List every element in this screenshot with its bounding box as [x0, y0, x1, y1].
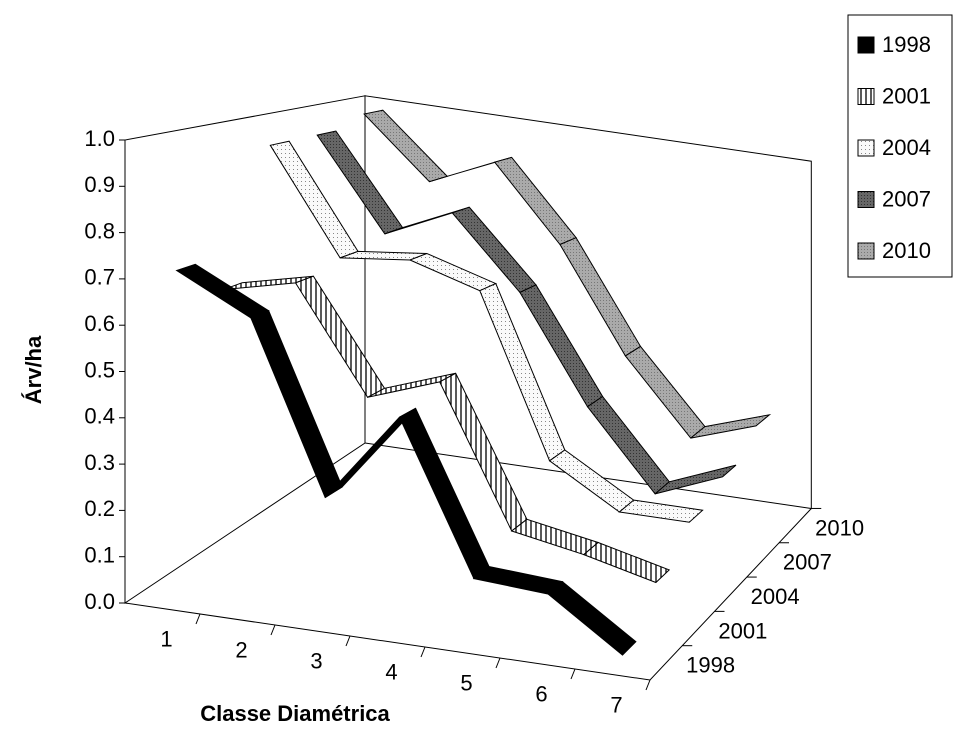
legend-swatch — [857, 191, 875, 208]
z-tick-label: 2001 — [718, 618, 767, 643]
x-tick-label: 2 — [235, 637, 247, 662]
x-tick-label: 7 — [610, 692, 622, 717]
y-tick-label: 0.7 — [84, 265, 115, 290]
legend-label: 2007 — [882, 186, 931, 211]
z-tick-label: 1998 — [686, 653, 735, 678]
legend-label: 2001 — [882, 83, 931, 108]
ribbon-segment — [250, 310, 343, 499]
y-tick-label: 0.1 — [84, 543, 115, 568]
y-axis-title: Árv/ha — [21, 335, 46, 404]
y-tick-label: 0.3 — [84, 450, 115, 475]
legend-swatch — [857, 139, 875, 157]
ribbon-segment — [582, 541, 671, 584]
x-tick-label: 1 — [160, 626, 172, 651]
ribbon-segment — [547, 581, 637, 656]
ribbon-segment — [618, 499, 704, 523]
x-axis-title: Classe Diamétrica — [200, 701, 390, 726]
x-tick — [645, 679, 651, 691]
x-tick-label: 5 — [460, 670, 472, 695]
ribbon-segment — [294, 275, 386, 398]
legend-label: 1998 — [882, 32, 931, 57]
y-tick-label: 1.0 — [84, 126, 115, 151]
x-tick-label: 4 — [385, 659, 397, 684]
ribbon-segment — [175, 263, 270, 319]
legend-swatch — [857, 242, 875, 260]
ribbon-segment — [472, 565, 564, 595]
ribbon-segment — [559, 237, 642, 357]
y-tick-label: 0.8 — [84, 218, 115, 243]
y-tick-label: 0.4 — [84, 404, 115, 429]
x-tick — [495, 657, 501, 669]
ribbon-segment — [479, 282, 566, 462]
walls — [124, 95, 812, 681]
legend-swatch — [857, 88, 875, 105]
ribbon-segment — [690, 413, 772, 439]
x-tick — [570, 668, 576, 680]
left-wall — [124, 95, 366, 604]
x-tick — [270, 624, 276, 636]
legend-label: 2010 — [882, 238, 931, 263]
ribbon-segment — [510, 518, 600, 556]
ribbon-segment — [493, 156, 577, 246]
z-tick-label: 2007 — [783, 550, 832, 575]
ribbon-segment — [363, 109, 449, 183]
z-tick-label: 2004 — [751, 584, 800, 609]
y-tick-label: 0.9 — [84, 172, 115, 197]
y-tick-label: 0.6 — [84, 311, 115, 336]
x-tick-label: 6 — [535, 681, 547, 706]
y-tick-label: 0.2 — [84, 496, 115, 521]
z-tick-label: 2010 — [815, 515, 864, 540]
x-tick-label: 3 — [310, 648, 322, 673]
ribbon-segment — [654, 464, 737, 495]
x-tick — [345, 635, 351, 647]
ribbon-segment — [408, 252, 498, 292]
x-tick — [420, 646, 426, 658]
y-tick-label: 0.0 — [84, 589, 115, 614]
y-tick-label: 0.5 — [84, 357, 115, 382]
ribbon-segment — [624, 345, 706, 439]
x-tick — [195, 613, 201, 625]
legend-label: 2004 — [882, 135, 931, 160]
legend-swatch — [857, 36, 875, 54]
